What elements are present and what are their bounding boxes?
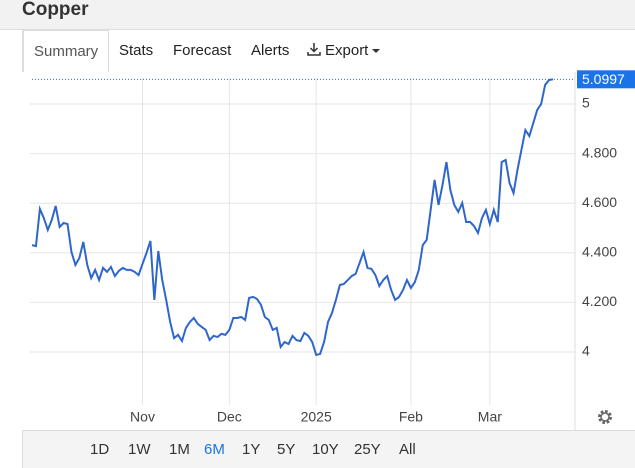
download-icon (307, 43, 321, 56)
range-button[interactable]: 1W (128, 441, 151, 458)
x-tick-label: 2025 (301, 409, 332, 425)
x-tick-label: Mar (478, 409, 502, 425)
last-value-label: 5.0997 (582, 71, 625, 87)
y-tick-label: 4.800 (582, 144, 617, 160)
header: Copper (0, 0, 635, 30)
range-button[interactable]: All (399, 441, 416, 458)
export-label: Export (325, 42, 369, 59)
y-tick-label: 5 (582, 95, 590, 111)
x-tick-label: Feb (399, 409, 423, 425)
tab[interactable]: Forecast (173, 42, 232, 59)
caret (372, 49, 381, 53)
y-tick-label: 4.400 (582, 243, 617, 259)
tab[interactable]: Alerts (251, 42, 290, 59)
range-button[interactable]: 1M (169, 441, 190, 458)
y-tick-label: 4.600 (582, 194, 617, 210)
export-button[interactable]: Export (307, 42, 381, 59)
x-tick-label: Nov (130, 409, 155, 425)
x-tick-label: Dec (217, 409, 242, 425)
range-button[interactable]: 25Y (354, 441, 381, 458)
range-button[interactable]: 1Y (242, 441, 261, 458)
price-line (31, 78, 554, 357)
range-button[interactable]: 1D (90, 441, 110, 458)
tab[interactable]: Summary (23, 30, 110, 72)
range-button[interactable]: 6M (204, 441, 225, 458)
y-tick-label: 4.200 (582, 293, 617, 309)
settings-icon[interactable] (598, 410, 612, 424)
range-button[interactable]: 5Y (277, 441, 296, 458)
range-bar: 1D 1W 1M 6M 1Y 5Y 10Y 25Y All (22, 430, 635, 468)
tab[interactable]: Stats (119, 42, 154, 59)
page-title: Copper (22, 0, 89, 20)
range-button[interactable]: 10Y (312, 441, 339, 458)
y-tick-label: 4 (582, 343, 590, 359)
last-value-box (577, 70, 635, 89)
tab-bar: Summary Stats Forecast Alerts Export (22, 30, 635, 72)
